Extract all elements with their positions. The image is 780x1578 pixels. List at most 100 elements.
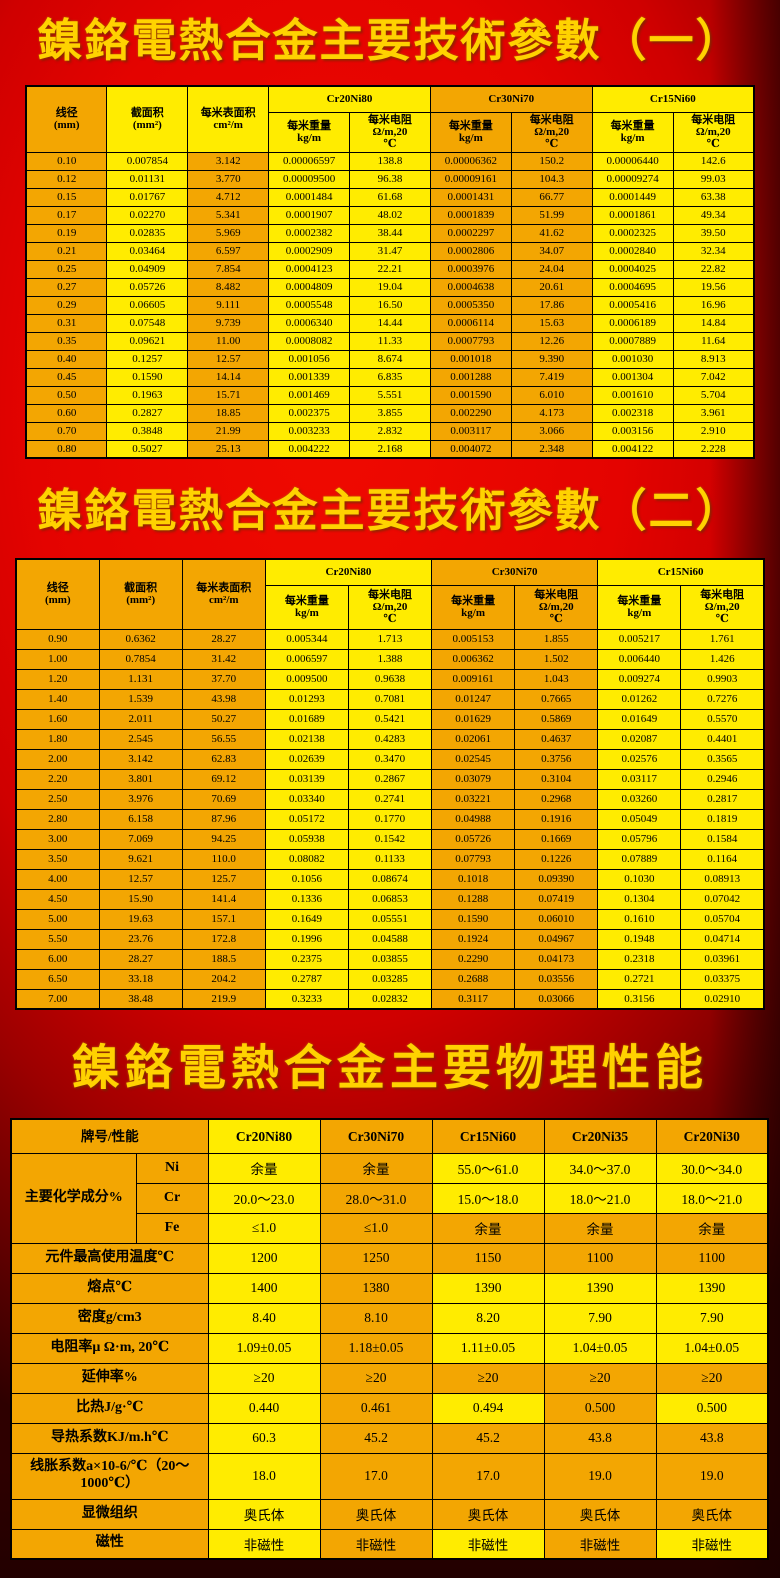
- table-cell: 0.05172: [264, 808, 349, 830]
- table-cell: 150.2: [510, 151, 593, 171]
- table-cell: 15.90: [98, 888, 183, 910]
- table-cell: 0.006440: [597, 648, 682, 670]
- table-cell: 5.50: [15, 928, 100, 950]
- table-cell: 12.57: [98, 868, 183, 890]
- table-row: 密度g/cm3 8.40 8.10 8.20 7.90 7.90: [10, 1302, 769, 1334]
- table-cell: 非磁性: [207, 1528, 321, 1560]
- table-row: 0.60 0.2827 18.85 0.002375 3.855 0.002290 4.17…: [25, 403, 755, 423]
- table-cell: 11.64: [672, 331, 755, 351]
- table-cell: 0.500: [655, 1392, 769, 1424]
- table-cell: 0.9638: [347, 668, 433, 690]
- row-label: 导热系数KJ/m.h℃: [10, 1422, 209, 1454]
- table-row: 0.29 0.06605 9.111 0.0005548 16.50 0.0005350 1…: [25, 295, 755, 315]
- table-cell: 0.5570: [680, 708, 765, 730]
- header-row-brands: 牌号/性能 Cr20Ni80 Cr30Ni70 Cr15Ni60 Cr20Ni3…: [10, 1118, 769, 1154]
- table-row: 1.00 0.7854 31.42 0.006597 1.388 0.006362 1.50…: [15, 648, 765, 670]
- header-resistance-per-meter: 每米电阻 Ω/m,20 ℃: [672, 111, 755, 153]
- table-cell: 0.00009161: [429, 169, 512, 189]
- table-cell: 余量: [431, 1212, 545, 1244]
- table-cell: 0.01649: [597, 708, 682, 730]
- table-cell: 0.1304: [597, 888, 682, 910]
- table-row: 2.50 3.976 70.69 0.03340 0.2741 0.03221 0.2968…: [15, 788, 765, 810]
- table-cell: 104.3: [510, 169, 593, 189]
- table-row: 3.00 7.069 94.25 0.05938 0.1542 0.05726 0.1669…: [15, 828, 765, 850]
- table-cell: 0.006597: [264, 648, 349, 670]
- table-cell: 0.00006440: [591, 151, 674, 171]
- table-cell: 18.85: [187, 403, 270, 423]
- table-cell: 0.29: [25, 295, 108, 315]
- table-cell: 0.35: [25, 331, 108, 351]
- table-cell: 4.173: [510, 403, 593, 423]
- table-row: 0.19 0.02835 5.969 0.0002382 38.44 0.0002297 4…: [25, 223, 755, 243]
- table-cell: 0.05796: [597, 828, 682, 850]
- table-cell: 5.969: [187, 223, 270, 243]
- table-row: 0.21 0.03464 6.597 0.0002909 31.47 0.0002806 3…: [25, 241, 755, 261]
- table-cell: 0.005217: [597, 628, 682, 650]
- table-cell: 63.38: [672, 187, 755, 207]
- table-cell: 0.3756: [514, 748, 599, 770]
- table-cell: 28.27: [181, 628, 266, 650]
- physical-properties-table: 牌号/性能 Cr20Ni80 Cr30Ni70 Cr15Ni60 Cr20Ni3…: [10, 1118, 770, 1560]
- table-cell: 8.40: [207, 1302, 321, 1334]
- table-cell: 14.84: [672, 313, 755, 333]
- table-cell: 24.04: [510, 259, 593, 279]
- table-cell: 0.0004809: [268, 277, 350, 297]
- table-cell: 188.5: [181, 948, 266, 970]
- table-cell: 0.4401: [680, 728, 765, 750]
- table-cell: 0.00009500: [268, 169, 350, 189]
- table-cell: 0.00006362: [429, 151, 512, 171]
- table-cell: 142.6: [672, 151, 755, 171]
- table-cell: 0.5421: [347, 708, 433, 730]
- table-row: 导热系数KJ/m.h℃ 60.3 45.2 45.2 43.8 43.8: [10, 1422, 769, 1454]
- table-cell: 17.0: [431, 1452, 545, 1500]
- row-label: 延伸率%: [10, 1362, 209, 1394]
- table-cell: 0.02832: [347, 988, 433, 1010]
- table-cell: 1.80: [15, 728, 100, 750]
- table-cell: 0.05938: [264, 828, 349, 850]
- table-cell: 0.03556: [514, 968, 599, 990]
- header-group-cr15ni60: Cr15Ni60: [591, 85, 755, 113]
- table-cell: 奥氏体: [207, 1498, 321, 1530]
- table-cell: 0.03464: [106, 241, 189, 261]
- table-row: 0.17 0.02270 5.341 0.0001907 48.02 0.0001839 5…: [25, 205, 755, 225]
- row-label: 电阻率μ Ω·m, 20℃: [10, 1332, 209, 1364]
- table-cell: 非磁性: [319, 1528, 433, 1560]
- table-cell: 0.05049: [597, 808, 682, 830]
- table-cell: 6.835: [349, 367, 431, 387]
- table-cell: 32.34: [672, 241, 755, 261]
- table-cell: 1.40: [15, 688, 100, 710]
- row-label: 密度g/cm3: [10, 1302, 209, 1334]
- table-cell: 87.96: [181, 808, 266, 830]
- table-cell: 219.9: [181, 988, 266, 1010]
- table-cell: 1.60: [15, 708, 100, 730]
- table-cell: 0.03855: [347, 948, 433, 970]
- table-cell: 1.043: [514, 668, 599, 690]
- table-cell: 0.3233: [264, 988, 349, 1010]
- table-cell: 0.04967: [514, 928, 599, 950]
- table-cell: 2.168: [349, 439, 431, 459]
- header-row-subcolumns: 每米重量 kg/m 每米电阻 Ω/m,20 ℃ 每米重量 kg/m 每米电阻 Ω…: [16, 584, 765, 630]
- table-cell: 0.4283: [347, 728, 433, 750]
- table-cell: 0.17: [25, 205, 108, 225]
- table-cell: 39.50: [672, 223, 755, 243]
- table-cell: 0.001469: [268, 385, 350, 405]
- table-cell: 31.47: [349, 241, 431, 261]
- table-cell: 19.0: [543, 1452, 657, 1500]
- table-cell: 0.31: [25, 313, 108, 333]
- table-cell: 5.551: [349, 385, 431, 405]
- table-cell: 38.48: [98, 988, 183, 1010]
- table-cell: 1150: [431, 1242, 545, 1274]
- table-cell: 7.419: [510, 367, 593, 387]
- table-cell: 0.0002806: [429, 241, 512, 261]
- table-cell: 125.7: [181, 868, 266, 890]
- table-cell: 0.02639: [264, 748, 349, 770]
- table-cell: 0.001304: [591, 367, 674, 387]
- table-cell: 0.03375: [680, 968, 765, 990]
- table-row: 磁性 非磁性 非磁性 非磁性 非磁性 非磁性: [10, 1528, 769, 1560]
- technical-parameters-table-1: 线径 (mm) 截面积 (mm²) 每米表面积 cm²/m Cr20Ni80 C…: [25, 85, 755, 459]
- table-cell: 0.08674: [347, 868, 433, 890]
- table-cell: 0.08913: [680, 868, 765, 890]
- table-row: 0.80 0.5027 25.13 0.004222 2.168 0.004072 2.34…: [25, 439, 755, 459]
- table-row: 4.00 12.57 125.7 0.1056 0.08674 0.1018 0.09390…: [15, 868, 765, 890]
- table-cell: 0.0002325: [591, 223, 674, 243]
